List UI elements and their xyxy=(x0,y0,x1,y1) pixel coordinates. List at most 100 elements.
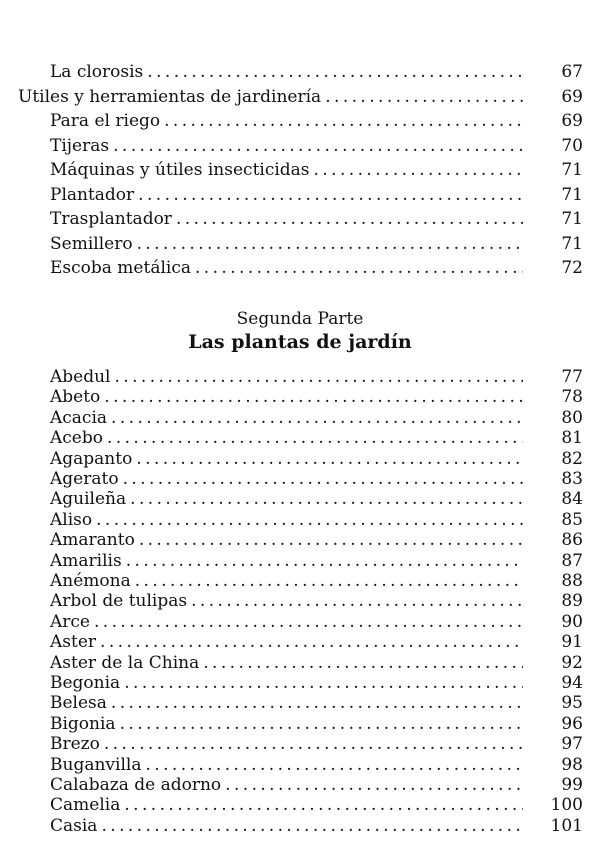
entry-label: Agapanto xyxy=(50,448,133,469)
dot-leader xyxy=(96,510,523,530)
entry-label: Aster de la China xyxy=(50,652,200,673)
toc-entry: Agerato 83 xyxy=(0,469,583,489)
part-title: Las plantas de jardín xyxy=(188,331,412,353)
entry-page-number: 84 xyxy=(561,489,583,510)
entry-label: Tijeras xyxy=(50,135,110,156)
dot-leader xyxy=(113,136,523,156)
toc-entry: Calabaza de adorno 99 xyxy=(0,775,583,795)
dot-leader xyxy=(145,755,523,775)
dot-leader xyxy=(203,653,523,673)
toc-entry: Tijeras 70 xyxy=(0,136,583,156)
toc-entry: Aliso 85 xyxy=(0,510,583,530)
entry-label: Utiles y herramientas de jardinería xyxy=(18,86,322,107)
entry-page-number: 69 xyxy=(561,86,583,107)
toc-entry: Plantador 71 xyxy=(0,185,583,205)
toc-entry: Máquinas y útiles insecticidas 71 xyxy=(0,160,583,180)
toc-entry: Escoba metálica 72 xyxy=(0,258,583,278)
entry-page-number: 94 xyxy=(561,673,583,693)
dot-leader xyxy=(100,632,523,652)
dot-leader xyxy=(126,551,523,571)
entry-label: Escoba metálica xyxy=(50,258,191,278)
entry-label: Plantador xyxy=(50,184,135,205)
entry-page-number: 81 xyxy=(561,428,583,449)
dot-leader xyxy=(111,408,523,428)
entry-page-number: 82 xyxy=(561,448,583,469)
entry-label: Agerato xyxy=(50,469,119,489)
entry-label: Para el riego xyxy=(50,111,161,131)
entry-label: Camelia xyxy=(50,795,121,816)
toc-entry: Aster 91 xyxy=(0,632,583,652)
dot-leader xyxy=(225,775,523,795)
toc-entry: Camelia 100 xyxy=(0,795,583,815)
toc-entry: Para el riego 69 xyxy=(0,111,583,131)
entry-label: La clorosis xyxy=(50,62,144,82)
entry-page-number: 71 xyxy=(561,209,583,229)
entry-label: Arbol de tulipas xyxy=(50,591,188,612)
entry-label: Aliso xyxy=(50,509,93,530)
entry-page-number: 69 xyxy=(561,111,583,131)
entry-page-number: 96 xyxy=(561,713,583,734)
dot-leader xyxy=(123,469,523,489)
dot-leader xyxy=(135,571,523,591)
entry-label: Arce xyxy=(50,611,90,632)
dot-leader xyxy=(124,795,523,815)
dot-leader xyxy=(314,160,523,180)
entry-page-number: 78 xyxy=(561,387,583,408)
toc-entry: Utiles y herramientas de jardinería 69 xyxy=(0,87,583,107)
dot-leader xyxy=(137,234,523,254)
entry-page-number: 70 xyxy=(561,135,583,156)
dot-leader xyxy=(111,693,523,713)
entry-label: Aguileña xyxy=(50,489,127,510)
toc-entry: Aster de la China 92 xyxy=(0,653,583,673)
toc-entry: La clorosis 67 xyxy=(0,62,583,82)
entry-label: Amarilis xyxy=(50,550,122,571)
toc-entry: Semillero 71 xyxy=(0,234,583,254)
entry-label: Begonia xyxy=(50,673,121,693)
entry-page-number: 71 xyxy=(561,160,583,180)
toc-entry: Acacia 80 xyxy=(0,408,583,428)
dot-leader xyxy=(130,489,523,509)
entry-label: Aster xyxy=(50,632,97,653)
entry-label: Casia xyxy=(50,815,98,836)
entry-page-number: 97 xyxy=(561,734,583,755)
entry-label: Calabaza de adorno xyxy=(50,775,222,795)
toc-entry: Begonia 94 xyxy=(0,673,583,693)
toc-entry: Bigonia 96 xyxy=(0,714,583,734)
entry-label: Anémona xyxy=(50,571,131,591)
toc-entry: Casia 101 xyxy=(0,816,583,836)
toc-entry: Amarilis 87 xyxy=(0,551,583,571)
toc-entry: Abedul 77 xyxy=(0,367,583,387)
entry-page-number: 87 xyxy=(561,550,583,571)
dot-leader xyxy=(191,591,523,611)
dot-leader xyxy=(107,428,523,448)
entry-page-number: 90 xyxy=(561,611,583,632)
dot-leader xyxy=(325,87,523,107)
entry-label: Acacia xyxy=(50,407,108,428)
entry-page-number: 91 xyxy=(561,632,583,653)
entry-page-number: 72 xyxy=(561,258,583,278)
dot-leader xyxy=(147,62,523,82)
entry-label: Acebo xyxy=(50,428,103,449)
entry-page-number: 71 xyxy=(561,184,583,205)
toc-entry: Acebo 81 xyxy=(0,428,583,448)
entry-page-number: 67 xyxy=(561,62,583,82)
dot-leader xyxy=(176,209,523,229)
entry-label: Abeto xyxy=(50,387,101,408)
dot-leader xyxy=(138,185,523,205)
toc-entry: Arce 90 xyxy=(0,612,583,632)
entry-label: Brezo xyxy=(50,734,100,755)
dot-leader xyxy=(104,387,523,407)
entry-page-number: 71 xyxy=(561,233,583,254)
dot-leader xyxy=(139,530,523,550)
dot-leader xyxy=(195,258,523,278)
entry-label: Máquinas y útiles insecticidas xyxy=(50,160,310,180)
dot-leader xyxy=(115,367,524,387)
toc-entry: Brezo 97 xyxy=(0,734,583,754)
entry-page-number: 88 xyxy=(561,571,583,591)
entry-page-number: 99 xyxy=(561,775,583,795)
entry-page-number: 101 xyxy=(550,815,583,836)
entry-label: Buganvilla xyxy=(50,754,142,775)
entry-page-number: 77 xyxy=(561,367,583,387)
toc-entry: Amaranto 86 xyxy=(0,530,583,550)
toc-entry: Aguileña 84 xyxy=(0,489,583,509)
